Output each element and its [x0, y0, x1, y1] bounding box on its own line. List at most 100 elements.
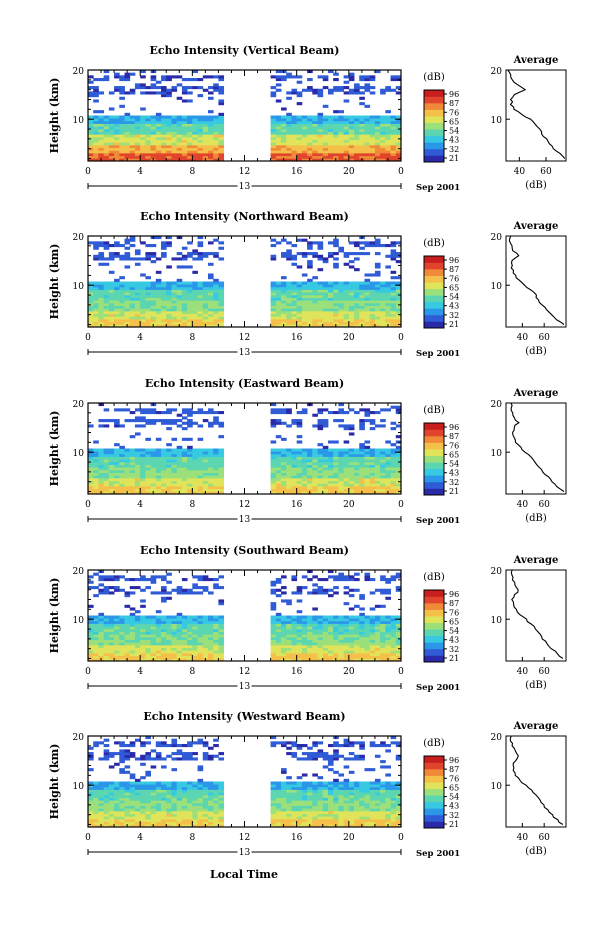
- heatmap-cell: [161, 91, 167, 95]
- heatmap-cell: [103, 652, 110, 657]
- heatmap-cell: [202, 652, 209, 657]
- heatmap-cell: [301, 477, 308, 482]
- heatmap-cell: [166, 618, 172, 622]
- heatmap-cell: [327, 284, 334, 288]
- heatmap-cell: [281, 120, 287, 124]
- heatmap-cell: [145, 131, 151, 135]
- heatmap-cell: [301, 480, 308, 484]
- heatmap-cell: [213, 583, 219, 587]
- heatmap-cell: [322, 483, 329, 487]
- heatmap-cell: [145, 120, 151, 124]
- heatmap-cell: [395, 424, 402, 428]
- heatmap-cell: [181, 265, 188, 269]
- heatmap-cell: [181, 456, 188, 460]
- heatmap-cell: [218, 147, 225, 151]
- heatmap-cell: [354, 313, 360, 317]
- heatmap-cell: [218, 636, 225, 640]
- heatmap-cell: [275, 488, 282, 492]
- heatmap-cell: [155, 469, 162, 473]
- heatmap-cell: [286, 318, 292, 323]
- heatmap-cell: [390, 321, 397, 325]
- heatmap-cell: [270, 647, 277, 651]
- heatmap-cell: [364, 461, 371, 465]
- heatmap-cell: [307, 246, 313, 250]
- heatmap-cell: [218, 631, 225, 635]
- heatmap-cell: [197, 152, 204, 157]
- heatmap-cell: [166, 572, 172, 576]
- heatmap-cell: [98, 459, 105, 463]
- heatmap-cell: [380, 128, 386, 132]
- heatmap-cell: [93, 797, 99, 801]
- heatmap-cell: [333, 639, 339, 643]
- heatmap-cell: [374, 628, 381, 632]
- heatmap-cell: [301, 461, 308, 465]
- panel-title: Echo Intensity (Southward Beam): [140, 544, 349, 557]
- heatmap-cell: [88, 310, 94, 315]
- heatmap-cell: [103, 749, 110, 753]
- heatmap-cell: [140, 628, 146, 632]
- heatmap-cell: [213, 278, 219, 282]
- heatmap-cell: [385, 147, 391, 151]
- heatmap-cell: [145, 459, 151, 463]
- heatmap-cell: [93, 120, 99, 124]
- heatmap-cell: [134, 305, 141, 309]
- heatmap-cell: [119, 91, 125, 95]
- profile-xlabel: (dB): [525, 680, 547, 691]
- profile-y-tick-label: 10: [491, 282, 503, 292]
- heatmap-cell: [395, 155, 402, 159]
- heatmap-cell: [369, 147, 376, 151]
- heatmap-cell: [108, 313, 115, 317]
- heatmap-cell: [166, 244, 172, 248]
- heatmap-cell: [275, 302, 282, 306]
- heatmap-cell: [114, 789, 120, 793]
- heatmap-cell: [213, 305, 219, 309]
- heatmap-cell: [98, 126, 105, 130]
- heatmap-cell: [197, 485, 204, 490]
- heatmap-cell: [108, 634, 115, 638]
- heatmap-cell: [134, 249, 141, 253]
- colorbar-segment: [424, 142, 444, 150]
- heatmap-cell: [390, 459, 397, 463]
- heatmap-cell: [338, 488, 345, 492]
- colorbar-tick-label: 21: [449, 320, 459, 329]
- heatmap-cell: [343, 118, 350, 122]
- heatmap-cell: [364, 411, 371, 415]
- heatmap-cell: [150, 260, 157, 264]
- heatmap-cell: [286, 313, 292, 317]
- heatmap-cell: [307, 461, 313, 465]
- heatmap-cell: [155, 324, 162, 328]
- heatmap-cell: [374, 472, 381, 476]
- heatmap-cell: [322, 618, 329, 622]
- heatmap-cell: [187, 615, 193, 619]
- heatmap-cell: [119, 115, 125, 119]
- heatmap-cell: [98, 642, 105, 646]
- heatmap-cell: [134, 416, 141, 420]
- heatmap-cell: [390, 294, 397, 298]
- heatmap-cell: [171, 134, 178, 138]
- heatmap-cell: [88, 316, 94, 320]
- heatmap-cell: [119, 752, 125, 756]
- heatmap-cell: [98, 480, 105, 484]
- heatmap-cell: [333, 316, 339, 320]
- heatmap-cell: [369, 411, 376, 415]
- heatmap-cell: [98, 821, 105, 825]
- heatmap-cell: [390, 405, 397, 409]
- colorbar-segment: [424, 308, 444, 316]
- colorbar-tick-label: 65: [449, 283, 459, 292]
- heatmap-cell: [322, 488, 329, 492]
- heatmap-cell: [213, 620, 219, 624]
- heatmap-cell: [390, 75, 397, 79]
- colorbar-tick-label: 65: [449, 617, 459, 626]
- heatmap-cell: [286, 241, 292, 245]
- colorbar-tick-label: 54: [449, 293, 459, 302]
- heatmap-cell: [301, 88, 308, 92]
- heatmap-cell: [181, 281, 188, 285]
- heatmap-cell: [275, 647, 282, 651]
- profile-x-tick-label: 40: [517, 333, 529, 343]
- heatmap-cell: [103, 241, 110, 245]
- heatmap-cell: [192, 639, 198, 643]
- heatmap-cell: [145, 658, 151, 662]
- heatmap-cell: [181, 459, 188, 463]
- heatmap-cell: [359, 139, 365, 143]
- heatmap-cell: [119, 808, 125, 812]
